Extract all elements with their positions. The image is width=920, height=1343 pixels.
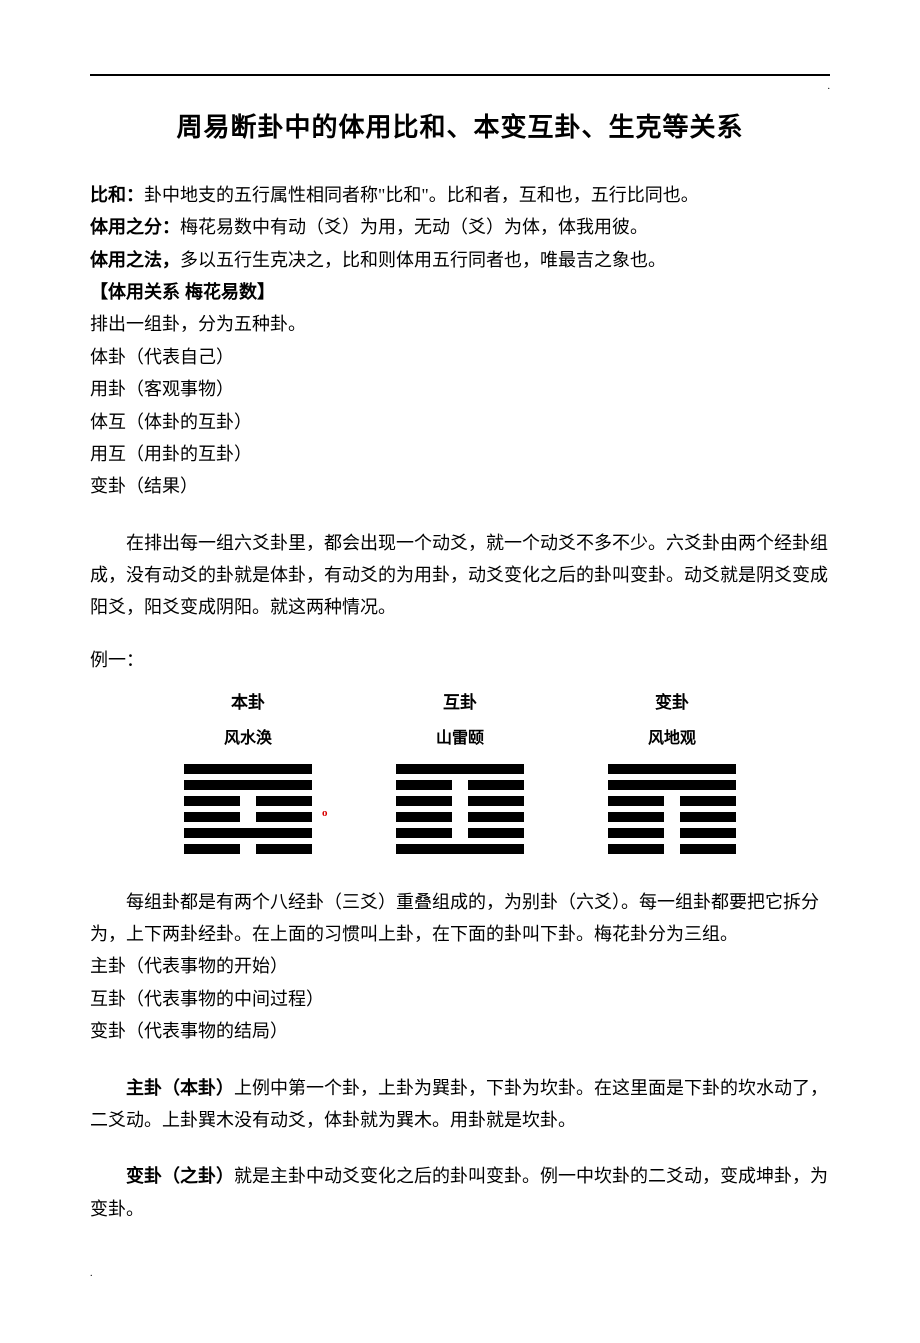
tiyongfen-text: 梅花易数中有动（爻）为用，无动（爻）为体，体我用彼。: [180, 217, 648, 237]
biangua-para: 变卦（之卦）就是主卦中动爻变化之后的卦叫变卦。例一中坎卦的二爻动，变成坤卦，为变…: [90, 1160, 830, 1225]
zhugua-para: 主卦（本卦）上例中第一个卦，上卦为巽卦，下卦为坎卦。在这里面是下卦的坎水动了，二…: [90, 1072, 830, 1137]
hexagram-column: 变卦风地观: [592, 688, 752, 853]
yin-line: [396, 780, 524, 790]
hexagram-title: 变卦: [655, 688, 689, 719]
hexagram-row: 本卦风水涣o互卦山雷颐变卦风地观: [90, 688, 830, 853]
foot-dot: .: [90, 1265, 830, 1283]
hexagram-title: 本卦: [231, 688, 265, 719]
yang-line: [184, 764, 312, 774]
yin-line: [184, 796, 312, 806]
yang-line: [608, 764, 736, 774]
list-item: 用卦（客观事物）: [90, 373, 830, 405]
bihe-text: 卦中地支的五行属性相同者称"比和"。比和者，互和也，五行比同也。: [144, 185, 699, 205]
biangua-label: 变卦（之卦）: [126, 1166, 234, 1186]
top-rule: [90, 74, 830, 76]
page-title: 周易断卦中的体用比和、本变互卦、生克等关系: [90, 104, 830, 151]
hexagram-lines: [396, 764, 524, 854]
yin-line: [184, 844, 312, 854]
zhugua-label: 主卦（本卦）: [126, 1078, 234, 1098]
list-item: 用互（用卦的互卦）: [90, 438, 830, 470]
yin-line: [184, 812, 312, 822]
hexagram-lines: [184, 764, 312, 854]
three-groups: 主卦（代表事物的开始）互卦（代表事物的中间过程）变卦（代表事物的结局）: [90, 950, 830, 1047]
yang-line: [608, 780, 736, 790]
tiyongfen-label: 体用之分：: [90, 217, 180, 237]
yin-line: [396, 812, 524, 822]
yang-line: [184, 828, 312, 838]
section-label: 【体用关系 梅花易数】: [90, 276, 830, 308]
corner-dot: .: [828, 78, 831, 96]
yin-line: [608, 812, 736, 822]
para-2: 每组卦都是有两个八经卦（三爻）重叠组成的，为别卦（六爻）。每一组卦都要把它拆分为…: [90, 886, 830, 951]
list-item: 变卦（结果）: [90, 470, 830, 502]
list-item: 体卦（代表自己）: [90, 341, 830, 373]
yin-line: [396, 796, 524, 806]
def-items: 体卦（代表自己）用卦（客观事物）体互（体卦的互卦）用互（用卦的互卦）变卦（结果）: [90, 341, 830, 503]
def-tiyongfa: 体用之法，多以五行生克决之，比和则体用五行同者也，唯最吉之象也。: [90, 244, 830, 276]
example-label: 例一：: [90, 644, 830, 676]
list-item: 主卦（代表事物的开始）: [90, 950, 830, 982]
hexagram-title: 互卦: [443, 688, 477, 719]
hexagram-lines: [608, 764, 736, 854]
yin-line: [396, 828, 524, 838]
moving-line-marker: o: [322, 808, 328, 819]
yin-line: [608, 828, 736, 838]
intro-line: 排出一组卦，分为五种卦。: [90, 308, 830, 340]
bihe-label: 比和：: [90, 185, 144, 205]
yang-line: [184, 780, 312, 790]
def-tiyongfen: 体用之分：梅花易数中有动（爻）为用，无动（爻）为体，体我用彼。: [90, 211, 830, 243]
hexagram-column: 互卦山雷颐: [380, 688, 540, 853]
list-item: 体互（体卦的互卦）: [90, 406, 830, 438]
yang-line: [396, 764, 524, 774]
list-item: 变卦（代表事物的结局）: [90, 1015, 830, 1047]
tiyongfa-text: 多以五行生克决之，比和则体用五行同者也，唯最吉之象也。: [180, 250, 666, 270]
yang-line: [396, 844, 524, 854]
hexagram-name: 风地观: [648, 725, 696, 754]
tiyongfa-label: 体用之法，: [90, 250, 180, 270]
def-bihe: 比和：卦中地支的五行属性相同者称"比和"。比和者，互和也，五行比同也。: [90, 179, 830, 211]
list-item: 互卦（代表事物的中间过程）: [90, 983, 830, 1015]
yin-line: [608, 844, 736, 854]
hexagram-name: 风水涣: [224, 725, 272, 754]
hexagram-name: 山雷颐: [436, 725, 484, 754]
yin-line: [608, 796, 736, 806]
para-1: 在排出每一组六爻卦里，都会出现一个动爻，就一个动爻不多不少。六爻卦由两个经卦组成…: [90, 527, 830, 624]
hexagram-column: 本卦风水涣 o: [168, 688, 328, 853]
